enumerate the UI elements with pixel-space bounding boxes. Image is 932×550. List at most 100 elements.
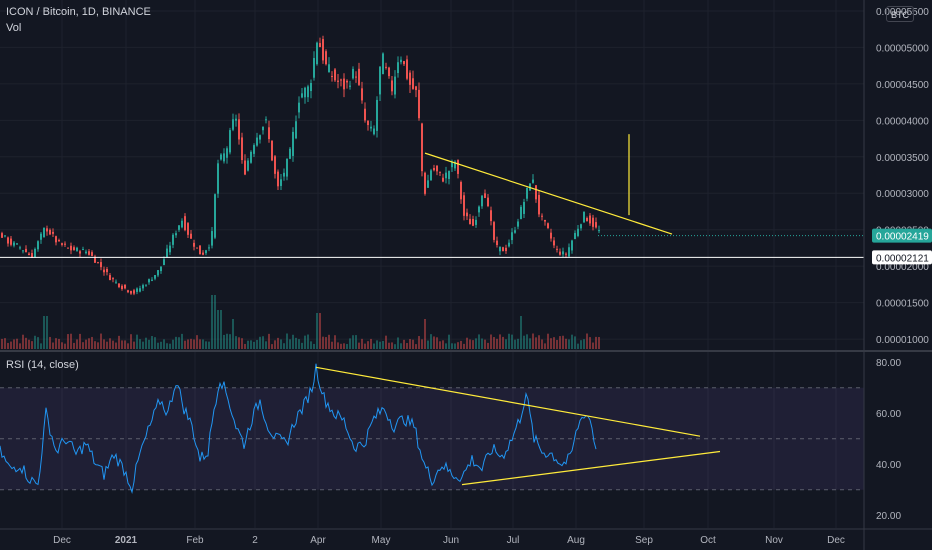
candle[interactable] <box>406 59 408 79</box>
candle[interactable] <box>184 216 186 231</box>
candle[interactable] <box>583 211 585 223</box>
candle[interactable] <box>454 161 456 169</box>
candle[interactable] <box>559 251 561 255</box>
candle[interactable] <box>490 210 492 222</box>
candle[interactable] <box>334 69 336 81</box>
candle[interactable] <box>343 78 345 90</box>
candle[interactable] <box>67 247 69 249</box>
candle[interactable] <box>361 88 363 101</box>
candle[interactable] <box>37 241 39 250</box>
candle[interactable] <box>202 252 204 255</box>
candle[interactable] <box>436 165 438 172</box>
candle[interactable] <box>130 290 132 294</box>
symbol-title[interactable]: ICON / Bitcoin, 1D, BINANCE <box>6 6 151 18</box>
candle[interactable] <box>250 151 252 163</box>
candle[interactable] <box>571 240 573 251</box>
candle[interactable] <box>121 285 123 290</box>
candle[interactable] <box>271 140 273 161</box>
candle[interactable] <box>589 215 591 224</box>
last-price-badge[interactable] <box>872 228 932 243</box>
candle[interactable] <box>562 251 564 255</box>
candle[interactable] <box>55 236 57 243</box>
candle[interactable] <box>94 256 96 263</box>
candle[interactable] <box>415 86 417 91</box>
candle[interactable] <box>433 168 435 171</box>
candle[interactable] <box>391 80 393 92</box>
candle[interactable] <box>424 172 426 194</box>
candle[interactable] <box>259 135 261 140</box>
candle[interactable] <box>205 250 207 254</box>
candle[interactable] <box>538 194 540 215</box>
candle[interactable] <box>328 64 330 73</box>
candle[interactable] <box>382 53 384 75</box>
candle[interactable] <box>142 285 144 289</box>
volume-legend[interactable]: Vol <box>6 22 22 34</box>
candle[interactable] <box>355 76 357 78</box>
candle[interactable] <box>220 154 222 160</box>
candle[interactable] <box>316 42 318 65</box>
candle[interactable] <box>544 219 546 222</box>
candle[interactable] <box>508 242 510 247</box>
rsi-series[interactable] <box>0 363 721 495</box>
candle[interactable] <box>352 68 354 79</box>
currency-button[interactable]: BTC <box>886 6 914 22</box>
candle[interactable] <box>187 223 189 235</box>
candle[interactable] <box>376 99 378 131</box>
candle[interactable] <box>331 75 333 77</box>
candle[interactable] <box>598 230 600 232</box>
candle[interactable] <box>253 145 255 154</box>
candle[interactable] <box>25 248 27 253</box>
candle[interactable] <box>358 68 360 85</box>
candle[interactable] <box>301 93 303 98</box>
candle[interactable] <box>445 172 447 179</box>
candle[interactable] <box>565 253 567 255</box>
candle[interactable] <box>139 288 141 292</box>
candle[interactable] <box>19 247 21 249</box>
candle[interactable] <box>85 251 87 254</box>
candle[interactable] <box>190 233 192 239</box>
candle[interactable] <box>421 123 423 172</box>
candle[interactable] <box>7 237 9 244</box>
candle[interactable] <box>340 79 342 81</box>
candle[interactable] <box>493 222 495 240</box>
candle[interactable] <box>31 253 33 258</box>
candle[interactable] <box>514 230 516 233</box>
candle[interactable] <box>262 126 264 131</box>
candle[interactable] <box>196 247 198 249</box>
candle[interactable] <box>526 187 528 199</box>
candle[interactable] <box>76 247 78 251</box>
candle[interactable] <box>304 87 306 98</box>
candle[interactable] <box>457 160 459 174</box>
candle[interactable] <box>70 245 72 251</box>
rsi-lower-trendline[interactable] <box>461 450 721 486</box>
candle[interactable] <box>40 233 42 240</box>
candle[interactable] <box>397 62 399 74</box>
candle[interactable] <box>79 251 81 254</box>
annotation-lines[interactable] <box>0 134 864 258</box>
candle[interactable] <box>97 262 99 264</box>
candle[interactable] <box>4 235 6 237</box>
candle[interactable] <box>124 284 126 289</box>
support-price-badge[interactable] <box>872 250 932 265</box>
candle[interactable] <box>289 148 291 159</box>
candle[interactable] <box>274 156 276 174</box>
candle[interactable] <box>1 233 3 238</box>
candle[interactable] <box>235 118 237 121</box>
candle[interactable] <box>487 197 489 207</box>
candle[interactable] <box>208 247 210 249</box>
candle[interactable] <box>532 179 534 183</box>
candle[interactable] <box>109 275 111 281</box>
candle[interactable] <box>586 217 588 222</box>
candle[interactable] <box>370 126 372 129</box>
candle[interactable] <box>448 170 450 179</box>
candle[interactable] <box>388 67 390 77</box>
candle[interactable] <box>148 279 150 283</box>
candle[interactable] <box>49 229 51 235</box>
candle[interactable] <box>106 268 108 273</box>
candle[interactable] <box>412 78 414 89</box>
candle[interactable] <box>118 283 120 288</box>
candle[interactable] <box>451 162 453 168</box>
candle[interactable] <box>379 66 381 95</box>
candle[interactable] <box>283 172 285 177</box>
